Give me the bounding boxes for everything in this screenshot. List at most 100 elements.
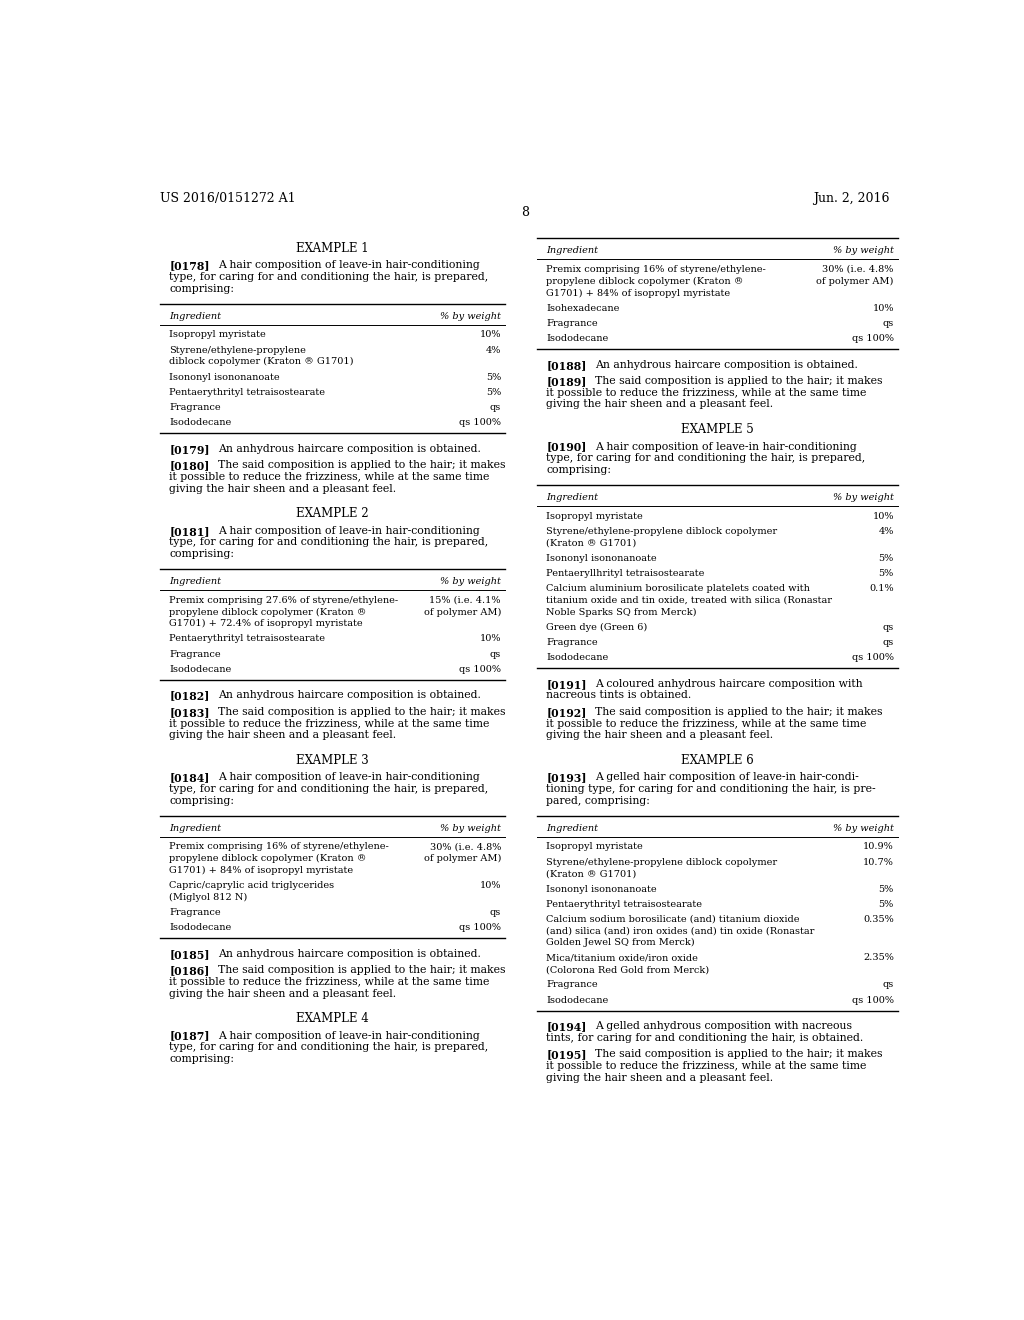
Text: qs: qs	[883, 623, 894, 632]
Text: A hair composition of leave-in hair-conditioning: A hair composition of leave-in hair-cond…	[218, 525, 480, 536]
Text: Isohexadecane: Isohexadecane	[546, 304, 620, 313]
Text: 10%: 10%	[872, 304, 894, 313]
Text: G1701) + 72.4% of isopropyl myristate: G1701) + 72.4% of isopropyl myristate	[169, 619, 362, 628]
Text: giving the hair sheen and a pleasant feel.: giving the hair sheen and a pleasant fee…	[546, 730, 773, 741]
Text: Styrene/ethylene-propylene: Styrene/ethylene-propylene	[169, 346, 306, 355]
Text: qs 100%: qs 100%	[459, 923, 501, 932]
Text: Fragrance: Fragrance	[169, 908, 221, 917]
Text: 8: 8	[521, 206, 528, 219]
Text: qs 100%: qs 100%	[852, 334, 894, 343]
Text: qs: qs	[489, 908, 501, 917]
Text: qs: qs	[883, 638, 894, 647]
Text: The said composition is applied to the hair; it makes: The said composition is applied to the h…	[218, 965, 506, 975]
Text: 4%: 4%	[879, 527, 894, 536]
Text: Premix comprising 16% of styrene/ethylene-: Premix comprising 16% of styrene/ethylen…	[546, 265, 766, 275]
Text: it possible to reduce the frizziness, while at the same time: it possible to reduce the frizziness, wh…	[169, 977, 489, 987]
Text: The said composition is applied to the hair; it makes: The said composition is applied to the h…	[595, 1049, 883, 1060]
Text: type, for caring for and conditioning the hair, is prepared,: type, for caring for and conditioning th…	[169, 784, 488, 795]
Text: qs: qs	[489, 649, 501, 659]
Text: 5%: 5%	[485, 372, 501, 381]
Text: Pentaerythrityl tetraisostearate: Pentaerythrityl tetraisostearate	[169, 388, 326, 397]
Text: of polymer AM): of polymer AM)	[816, 277, 894, 286]
Text: diblock copolymer (Kraton ® G1701): diblock copolymer (Kraton ® G1701)	[169, 358, 353, 367]
Text: [0194]: [0194]	[546, 1022, 587, 1032]
Text: 10%: 10%	[479, 635, 501, 643]
Text: 5%: 5%	[879, 884, 894, 894]
Text: it possible to reduce the frizziness, while at the same time: it possible to reduce the frizziness, wh…	[169, 718, 489, 729]
Text: tints, for caring for and conditioning the hair, is obtained.: tints, for caring for and conditioning t…	[546, 1034, 863, 1043]
Text: Ingredient: Ingredient	[169, 312, 221, 321]
Text: 10.9%: 10.9%	[863, 842, 894, 851]
Text: giving the hair sheen and a pleasant feel.: giving the hair sheen and a pleasant fee…	[169, 989, 396, 998]
Text: [0181]: [0181]	[169, 525, 210, 537]
Text: Styrene/ethylene-propylene diblock copolymer: Styrene/ethylene-propylene diblock copol…	[546, 527, 777, 536]
Text: 10.7%: 10.7%	[863, 858, 894, 867]
Text: 10%: 10%	[479, 330, 501, 339]
Text: Mica/titanium oxide/iron oxide: Mica/titanium oxide/iron oxide	[546, 953, 698, 962]
Text: qs: qs	[883, 319, 894, 327]
Text: Isononyl isononanoate: Isononyl isononanoate	[546, 884, 656, 894]
Text: [0183]: [0183]	[169, 706, 210, 718]
Text: A gelled hair composition of leave-in hair-condi-: A gelled hair composition of leave-in ha…	[595, 772, 859, 783]
Text: 0.35%: 0.35%	[863, 915, 894, 924]
Text: [0188]: [0188]	[546, 359, 587, 371]
Text: comprising:: comprising:	[546, 465, 611, 475]
Text: [0178]: [0178]	[169, 260, 210, 272]
Text: % by weight: % by weight	[833, 824, 894, 833]
Text: 10%: 10%	[872, 512, 894, 520]
Text: An anhydrous haircare composition is obtained.: An anhydrous haircare composition is obt…	[218, 949, 481, 958]
Text: Calcium sodium borosilicate (and) titanium dioxide: Calcium sodium borosilicate (and) titani…	[546, 915, 800, 924]
Text: giving the hair sheen and a pleasant feel.: giving the hair sheen and a pleasant fee…	[546, 400, 773, 409]
Text: An anhydrous haircare composition is obtained.: An anhydrous haircare composition is obt…	[218, 444, 481, 454]
Text: type, for caring for and conditioning the hair, is prepared,: type, for caring for and conditioning th…	[169, 537, 488, 548]
Text: EXAMPLE 3: EXAMPLE 3	[296, 754, 369, 767]
Text: Capric/caprylic acid triglycerides: Capric/caprylic acid triglycerides	[169, 880, 335, 890]
Text: propylene diblock copolymer (Kraton ®: propylene diblock copolymer (Kraton ®	[169, 607, 367, 616]
Text: 0.1%: 0.1%	[869, 585, 894, 593]
Text: [0195]: [0195]	[546, 1049, 587, 1060]
Text: qs 100%: qs 100%	[459, 418, 501, 428]
Text: Fragrance: Fragrance	[546, 638, 598, 647]
Text: The said composition is applied to the hair; it makes: The said composition is applied to the h…	[595, 706, 883, 717]
Text: Isododecane: Isododecane	[169, 665, 231, 673]
Text: (Colorona Red Gold from Merck): (Colorona Red Gold from Merck)	[546, 965, 710, 974]
Text: it possible to reduce the frizziness, while at the same time: it possible to reduce the frizziness, wh…	[546, 718, 866, 729]
Text: qs: qs	[489, 403, 501, 412]
Text: Isododecane: Isododecane	[546, 653, 608, 663]
Text: Fragrance: Fragrance	[546, 319, 598, 327]
Text: G1701) + 84% of isopropyl myristate: G1701) + 84% of isopropyl myristate	[169, 866, 353, 875]
Text: A coloured anhydrous haircare composition with: A coloured anhydrous haircare compositio…	[595, 678, 863, 689]
Text: qs 100%: qs 100%	[852, 653, 894, 663]
Text: A hair composition of leave-in hair-conditioning: A hair composition of leave-in hair-cond…	[595, 441, 857, 451]
Text: US 2016/0151272 A1: US 2016/0151272 A1	[160, 191, 295, 205]
Text: qs: qs	[883, 981, 894, 990]
Text: Ingredient: Ingredient	[169, 824, 221, 833]
Text: Isododecane: Isododecane	[169, 923, 231, 932]
Text: Isopropyl myristate: Isopropyl myristate	[546, 842, 643, 851]
Text: giving the hair sheen and a pleasant feel.: giving the hair sheen and a pleasant fee…	[169, 483, 396, 494]
Text: [0190]: [0190]	[546, 441, 587, 453]
Text: % by weight: % by weight	[440, 577, 501, 586]
Text: Ingredient: Ingredient	[546, 824, 598, 833]
Text: Calcium aluminium borosilicate platelets coated with: Calcium aluminium borosilicate platelets…	[546, 585, 810, 593]
Text: EXAMPLE 6: EXAMPLE 6	[681, 754, 754, 767]
Text: The said composition is applied to the hair; it makes: The said composition is applied to the h…	[218, 461, 506, 470]
Text: % by weight: % by weight	[833, 247, 894, 255]
Text: Isopropyl myristate: Isopropyl myristate	[169, 330, 266, 339]
Text: EXAMPLE 2: EXAMPLE 2	[296, 507, 369, 520]
Text: [0182]: [0182]	[169, 690, 210, 701]
Text: titanium oxide and tin oxide, treated with silica (Ronastar: titanium oxide and tin oxide, treated wi…	[546, 595, 833, 605]
Text: Golden Jewel SQ from Merck): Golden Jewel SQ from Merck)	[546, 939, 695, 948]
Text: Pentaerythrityl tetraisostearate: Pentaerythrityl tetraisostearate	[169, 635, 326, 643]
Text: Isononyl isononanoate: Isononyl isononanoate	[169, 372, 280, 381]
Text: qs 100%: qs 100%	[459, 665, 501, 673]
Text: An anhydrous haircare composition is obtained.: An anhydrous haircare composition is obt…	[595, 359, 858, 370]
Text: An anhydrous haircare composition is obtained.: An anhydrous haircare composition is obt…	[218, 690, 481, 701]
Text: EXAMPLE 5: EXAMPLE 5	[681, 422, 754, 436]
Text: Isododecane: Isododecane	[546, 995, 608, 1005]
Text: giving the hair sheen and a pleasant feel.: giving the hair sheen and a pleasant fee…	[546, 1073, 773, 1082]
Text: type, for caring for and conditioning the hair, is prepared,: type, for caring for and conditioning th…	[546, 453, 865, 463]
Text: [0187]: [0187]	[169, 1031, 210, 1041]
Text: (and) silica (and) iron oxides (and) tin oxide (Ronastar: (and) silica (and) iron oxides (and) tin…	[546, 927, 815, 936]
Text: type, for caring for and conditioning the hair, is prepared,: type, for caring for and conditioning th…	[169, 1043, 488, 1052]
